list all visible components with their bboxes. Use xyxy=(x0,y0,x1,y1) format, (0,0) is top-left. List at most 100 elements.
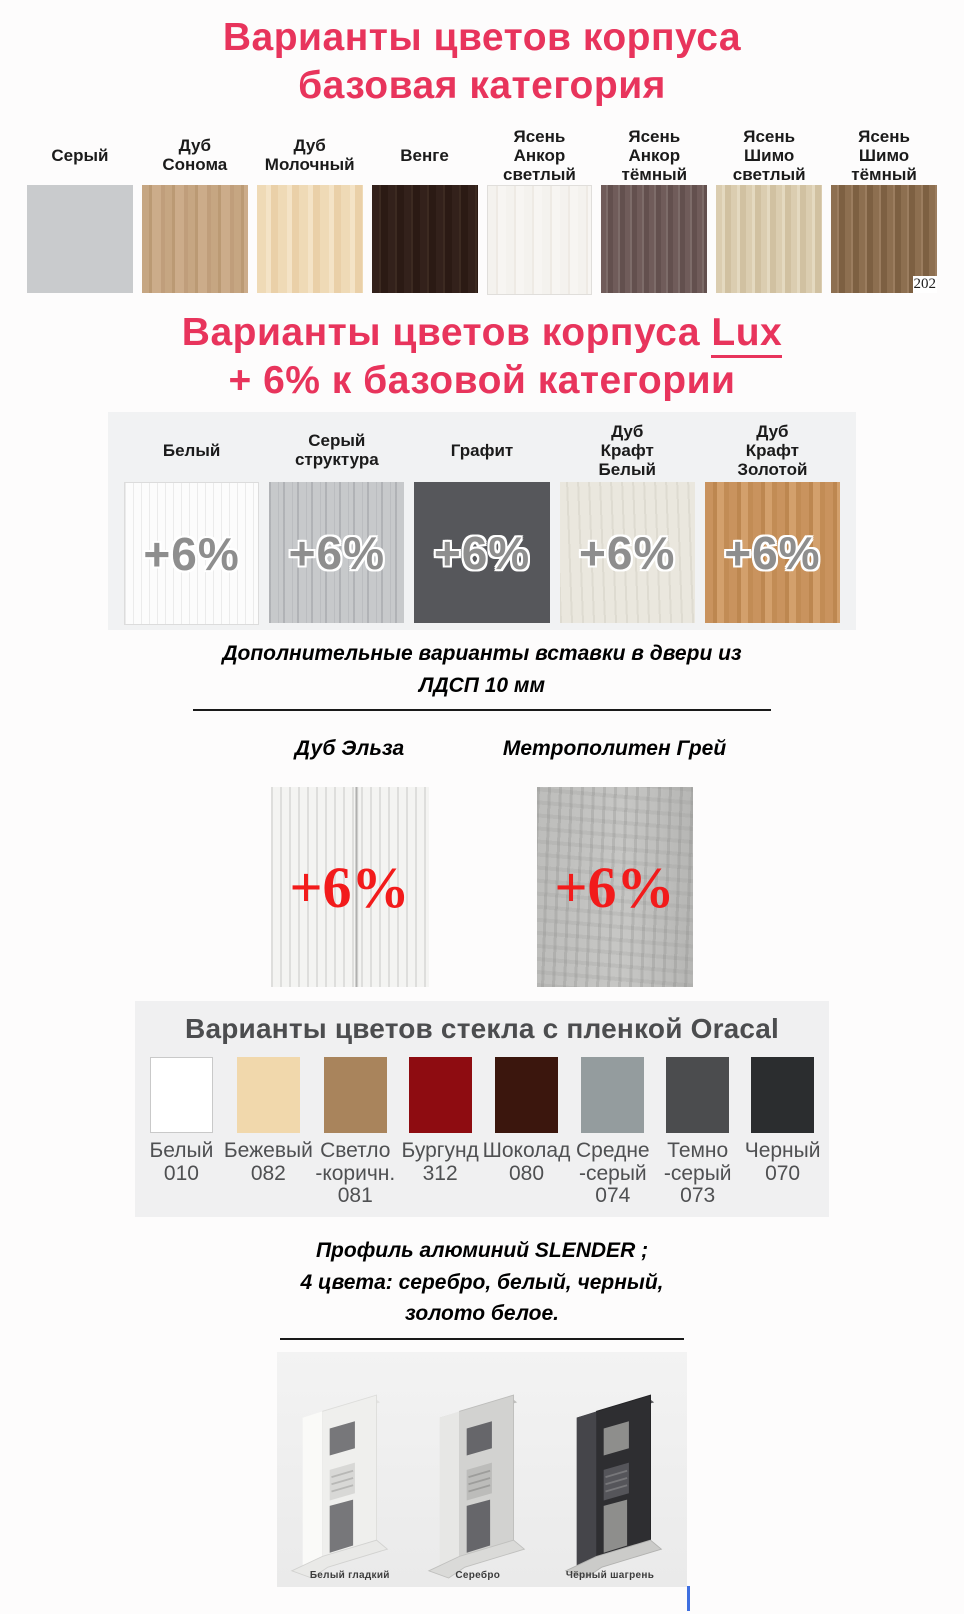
swatch-oracal-beige-082 xyxy=(236,1057,300,1134)
swatch-lux-gray-structure: +6% xyxy=(269,482,405,624)
base-column-wenge: Венге xyxy=(371,125,478,295)
swatch-ash-ankor-dark xyxy=(601,185,708,294)
profile-labels-row: Белый гладкий Серебро Чёрный шагрень xyxy=(277,1566,687,1587)
swatch-label: Белый 010 xyxy=(149,1139,214,1185)
swatch-oak-sonoma xyxy=(141,185,248,294)
profile-black xyxy=(554,1387,684,1587)
profile-divider xyxy=(280,1337,684,1340)
profile-heading: Профиль алюминий SLENDER ; 4 цвета: сере… xyxy=(300,1239,664,1326)
plus6-badge: +6% xyxy=(724,526,821,579)
swatch-lux-kraft-white: +6% xyxy=(559,482,695,624)
base-column-gray: Серый xyxy=(27,125,133,295)
text-cursor xyxy=(687,1585,690,1611)
inserts-divider xyxy=(193,709,771,712)
inserts-heading: Дополнительные варианты вставки в двери … xyxy=(222,642,742,697)
aluminum-profile-white-illustration xyxy=(291,1394,389,1579)
base-column-ankor-dark: Ясень Анкор тёмный xyxy=(601,125,708,295)
swatch-gray xyxy=(27,185,133,294)
base-column-milk-oak: Дуб Молочный xyxy=(256,125,363,295)
corner-watermark: 202 xyxy=(912,276,937,294)
oracal-column-burgundy: Бургунд 312 xyxy=(398,1057,483,1207)
swatch-label: Бежевый 082 xyxy=(223,1139,313,1185)
inserts-row: Дуб Эльза +6% Метрополитен Грей +6% xyxy=(0,737,964,988)
oracal-column-midgray: Средне -серый 074 xyxy=(570,1057,655,1207)
profile-label-black: Чёрный шагрень xyxy=(565,1569,655,1581)
base-column-sonoma: Дуб Сонома xyxy=(141,125,248,295)
swatch-label: Дуб Крафт Белый xyxy=(598,421,656,479)
swatch-lux-kraft-gold: +6% xyxy=(704,482,841,624)
profile-label-silver: Серебро xyxy=(455,1569,501,1581)
aluminum-profile-silver-illustration xyxy=(427,1394,526,1579)
swatch-label: Бургунд 312 xyxy=(401,1139,479,1185)
oracal-column-beige: Бежевый 082 xyxy=(224,1057,313,1207)
lux-swatch-row: Белый +6% Серый структура +6% Графит +6%… xyxy=(124,418,841,626)
swatch-label: Метрополитен Грей xyxy=(502,737,727,761)
swatch-oracal-darkgray-073 xyxy=(666,1057,730,1134)
swatch-lux-graphite: +6% xyxy=(414,482,550,624)
profile-white xyxy=(280,1387,410,1587)
swatch-label: Графит xyxy=(450,440,514,460)
plus6-badge: +6% xyxy=(433,526,531,579)
lux-title-prefix: Варианты цветов корпуса xyxy=(181,311,712,355)
lux-column-white: Белый +6% xyxy=(124,418,260,626)
oracal-column-lightbrown: Светло -коричн. 081 xyxy=(313,1057,398,1207)
lux-title-line1: Варианты цветов корпуса Lux xyxy=(0,309,964,359)
swatch-label: Ясень Шимо тёмный xyxy=(851,126,917,184)
oracal-column-chocolate: Шоколад 080 xyxy=(482,1057,571,1207)
swatch-ash-ankor-light xyxy=(486,185,593,296)
lux-title-line2: + 6% к базовой категории xyxy=(228,358,736,402)
lux-column-graphite: Графит +6% xyxy=(414,418,550,625)
swatch-lux-white: +6% xyxy=(124,482,260,626)
swatch-oracal-lightbrown-081 xyxy=(323,1057,387,1134)
swatch-oracal-midgray-074 xyxy=(581,1057,645,1134)
swatch-label: Черный 070 xyxy=(744,1139,821,1185)
swatch-ash-shimo-light xyxy=(716,185,823,294)
swatch-label: Серый структура xyxy=(294,431,379,470)
swatch-label: Ясень Анкор тёмный xyxy=(621,126,688,184)
swatch-label: Белый xyxy=(162,440,221,460)
swatch-oracal-black-070 xyxy=(751,1057,815,1134)
oracal-panel: Варианты цветов стекла с пленкой Oracal … xyxy=(135,1001,829,1218)
swatch-oak-elza: +6% xyxy=(270,787,429,988)
plus6-badge: +6% xyxy=(579,526,676,579)
plus6-red-badge: +6% xyxy=(554,854,675,920)
plus6-badge: +6% xyxy=(288,526,385,579)
plus6-red-badge: +6% xyxy=(289,854,410,920)
swatch-label: Дуб Крафт Золотой xyxy=(737,421,808,479)
swatch-ash-shimo-dark: 202 xyxy=(831,185,937,294)
profile-silver xyxy=(417,1387,547,1587)
lux-column-gray-structure: Серый структура +6% xyxy=(269,418,405,625)
swatch-label: Дуб Молочный xyxy=(264,136,355,175)
lux-title-underlined: Lux xyxy=(711,311,783,359)
lux-section-title: Варианты цветов корпуса Lux + 6% к базов… xyxy=(0,309,964,404)
swatch-label: Венге xyxy=(400,145,449,165)
base-section-title: Варианты цветов корпуса базовая категори… xyxy=(222,16,742,107)
swatch-metropolitan-gray: +6% xyxy=(536,787,693,988)
insert-column-metropolitan: Метрополитен Грей +6% xyxy=(495,737,735,988)
base-swatch-row: Серый Дуб Сонома Дуб Молочный Венге Ясен… xyxy=(27,125,937,296)
swatch-label: Дуб Эльза xyxy=(294,737,405,761)
swatch-label: Ясень Шимо светлый xyxy=(732,126,806,184)
swatch-label: Средне -серый 074 xyxy=(576,1139,650,1207)
oracal-column-white: Белый 010 xyxy=(139,1057,224,1207)
lux-column-kraft-white: Дуб Крафт Белый +6% xyxy=(559,418,695,625)
aluminum-profile-black-illustration xyxy=(564,1394,662,1579)
swatch-oracal-burgundy-312 xyxy=(408,1057,472,1134)
swatch-label: Темно -серый 073 xyxy=(663,1139,732,1207)
base-column-ankor-light: Ясень Анкор светлый xyxy=(486,125,593,296)
lux-panel: Белый +6% Серый структура +6% Графит +6%… xyxy=(108,412,856,631)
lux-column-kraft-gold: Дуб Крафт Золотой +6% xyxy=(704,418,841,625)
plus6-badge: +6% xyxy=(143,527,240,580)
oracal-column-black: Черный 070 xyxy=(740,1057,825,1207)
swatch-label: Серый xyxy=(51,145,109,165)
oracal-swatch-row: Белый 010 Бежевый 082 Светло -коричн. 08… xyxy=(139,1057,825,1207)
base-column-shimo-light: Ясень Шимо светлый xyxy=(716,125,823,295)
insert-column-elza: Дуб Эльза +6% xyxy=(230,737,470,988)
oracal-column-darkgray: Темно -серый 073 xyxy=(655,1057,740,1207)
swatch-oracal-chocolate-080 xyxy=(494,1057,558,1134)
swatch-wenge xyxy=(371,185,478,294)
oracal-title: Варианты цветов стекла с пленкой Oracal xyxy=(185,1013,779,1045)
swatch-label: Шоколад 080 xyxy=(482,1139,571,1185)
profile-figure-wrap: Белый гладкий Серебро Чёрный шагрень xyxy=(277,1351,690,1611)
swatch-label: Светло -коричн. 081 xyxy=(315,1139,396,1207)
